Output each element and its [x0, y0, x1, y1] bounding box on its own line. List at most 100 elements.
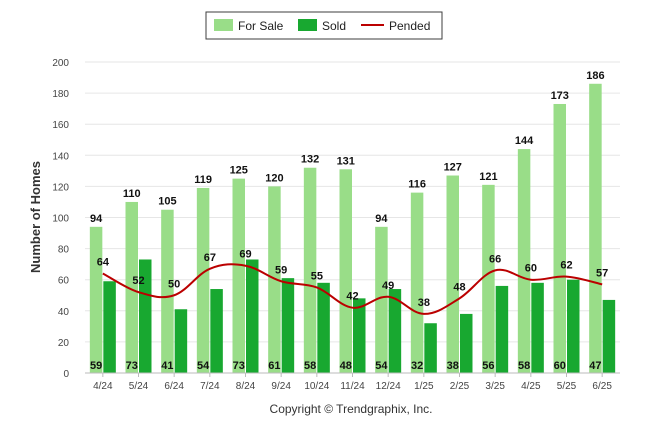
- pended-value-label: 57: [596, 267, 608, 279]
- bar-sold: [388, 289, 402, 373]
- x-tick-label: 2/25: [450, 381, 470, 392]
- y-tick-label: 0: [63, 369, 69, 380]
- bar-sold: [602, 299, 616, 373]
- bar-sold: [210, 289, 223, 373]
- for-sale-value-label: 132: [301, 154, 319, 166]
- y-tick-label: 180: [52, 89, 69, 100]
- for-sale-value-label: 94: [90, 213, 103, 225]
- sold-value-label: 60: [554, 360, 566, 372]
- for-sale-value-label: 125: [230, 165, 248, 177]
- grid: [85, 61, 620, 343]
- pended-value-label: 55: [311, 270, 323, 282]
- bar-for-sale: [446, 175, 459, 373]
- bar-for-sale: [553, 103, 566, 374]
- y-tick-label: 80: [58, 245, 70, 256]
- pended-value-label: 67: [204, 252, 216, 264]
- bar-for-sale: [196, 187, 210, 373]
- bar-sold: [567, 279, 580, 373]
- x-tick-label: 1/25: [414, 381, 434, 392]
- x-tick-label: 6/25: [592, 381, 612, 392]
- pended-value-label: 60: [525, 263, 537, 275]
- for-sale-value-label: 110: [123, 188, 141, 200]
- bar-sold: [246, 259, 259, 373]
- bar-sold: [139, 259, 152, 373]
- for-sale-value-label: 94: [375, 213, 388, 225]
- bar-sold: [353, 298, 366, 373]
- y-tick-label: 140: [52, 151, 69, 162]
- x-tick-label: 10/24: [304, 381, 329, 392]
- for-sale-value-label: 186: [586, 70, 604, 82]
- copyright-footer: Copyright © Trendgraphix, Inc.: [270, 402, 433, 416]
- legend-label-pended: Pended: [389, 19, 430, 33]
- sold-value-label: 61: [268, 360, 280, 372]
- bar-sold: [460, 313, 473, 373]
- bar-for-sale: [589, 83, 602, 374]
- legend-label-sold: Sold: [322, 19, 346, 33]
- pended-value-label: 64: [97, 256, 110, 268]
- bar-for-sale: [268, 186, 281, 373]
- for-sale-value-label: 131: [337, 155, 355, 167]
- x-tick-label: 5/24: [129, 381, 149, 392]
- bar-for-sale: [339, 169, 352, 373]
- sold-value-label: 56: [482, 360, 494, 372]
- legend-box: [205, 11, 443, 40]
- x-tick-label: 6/24: [164, 381, 184, 392]
- y-tick-label: 120: [52, 182, 69, 193]
- bar-sold: [174, 309, 188, 373]
- sold-value-label: 38: [447, 360, 459, 372]
- sold-value-label: 59: [90, 360, 102, 372]
- bar-sold: [531, 282, 544, 373]
- bar-sold: [317, 282, 330, 373]
- bar-for-sale: [232, 178, 245, 373]
- sold-value-label: 32: [411, 360, 423, 372]
- bar-sold: [103, 281, 116, 373]
- x-tick-label: 5/25: [557, 381, 577, 392]
- pended-value-label: 69: [239, 249, 251, 261]
- pended-value-label: 42: [346, 291, 358, 303]
- bar-for-sale: [410, 192, 424, 373]
- bar-for-sale: [125, 201, 138, 373]
- legend: For Sale Sold Pended: [205, 11, 443, 40]
- x-tick-label: 4/24: [93, 381, 113, 392]
- bar-for-sale: [482, 184, 495, 373]
- for-sale-value-label: 119: [194, 174, 212, 186]
- for-sale-value-label: 105: [158, 196, 176, 208]
- sold-value-label: 54: [197, 360, 210, 372]
- y-tick-label: 160: [52, 120, 69, 131]
- for-sale-value-label: 120: [265, 172, 283, 184]
- x-tick-label: 12/24: [376, 381, 401, 392]
- bar-sold: [495, 285, 509, 373]
- bar-for-sale: [89, 226, 103, 373]
- y-tick-label: 200: [52, 58, 69, 69]
- data-labels: 94 59 110 73 105 41 119 54 125 73 120 61 132 58 131 48 9…: [90, 70, 608, 372]
- bar-for-sale: [161, 209, 174, 373]
- y-tick-label: 100: [52, 214, 69, 225]
- sold-value-label: 58: [304, 360, 316, 372]
- pended-value-label: 66: [489, 253, 501, 265]
- x-tick-label: 9/24: [271, 381, 291, 392]
- sold-value-label: 73: [233, 360, 245, 372]
- y-tick-label: 40: [58, 307, 70, 318]
- pended-value-label: 62: [560, 260, 572, 272]
- for-sale-value-label: 127: [444, 162, 462, 174]
- pended-value-label: 50: [168, 278, 180, 290]
- y-tick-label: 20: [58, 338, 70, 349]
- pended-line: [102, 263, 603, 315]
- pended-value-label: 49: [382, 280, 394, 292]
- y-axis-label: Number of Homes: [28, 161, 43, 273]
- x-tick-label: 11/24: [340, 381, 365, 392]
- bar-for-sale: [375, 226, 388, 373]
- axes: 0 20 40 60 80 100 120 140 160 180 200 4/24 5/24 6/24 7…: [52, 58, 620, 392]
- pended-line-layer: [102, 263, 603, 315]
- x-tick-label: 7/24: [200, 381, 220, 392]
- bar-sold: [281, 278, 295, 373]
- sold-value-label: 58: [518, 360, 530, 372]
- legend-swatch-for-sale: [214, 19, 233, 31]
- legend-swatch-sold: [298, 19, 317, 31]
- pended-value-label: 48: [453, 281, 465, 293]
- x-tick-label: 3/25: [485, 381, 505, 392]
- bar-for-sale: [517, 149, 531, 373]
- pended-value-label: 52: [132, 275, 144, 287]
